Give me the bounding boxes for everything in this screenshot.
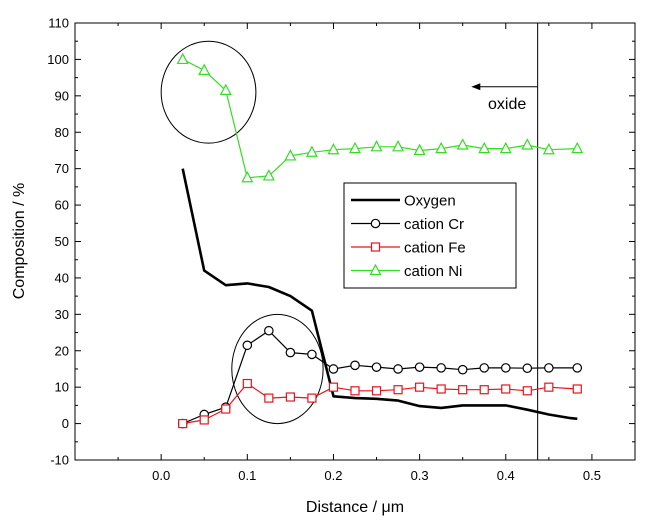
- x-axis-title: Distance / μm: [306, 499, 404, 516]
- data-point-cation-fe: [221, 404, 231, 414]
- legend: Oxygen cation Cr cation Fe cation Ni: [343, 182, 517, 289]
- data-point-cation-ni: [435, 141, 448, 154]
- x-tick-label: 0.5: [583, 468, 601, 483]
- y-axis-title: Composition / %: [11, 183, 28, 300]
- data-point-cation-ni: [478, 141, 491, 154]
- y-tick-label: 60: [55, 198, 69, 213]
- legend-swatch-marker: [370, 242, 381, 252]
- data-point-cation-cr: [242, 340, 253, 351]
- data-point-cation-fe: [393, 385, 403, 395]
- data-point-cation-ni: [571, 141, 584, 154]
- oxide-label: oxide: [488, 96, 526, 113]
- legend-label: cation Fe: [404, 240, 466, 257]
- series-line-oxygen: [181, 168, 578, 421]
- data-point-cation-cr: [544, 363, 554, 373]
- data-point-cation-cr: [500, 363, 511, 373]
- data-point-cation-cr: [436, 363, 446, 373]
- data-point-cation-ni: [542, 142, 555, 155]
- legend-label: cation Ni: [404, 263, 462, 280]
- data-point-cation-fe: [458, 385, 468, 395]
- data-point-cation-fe: [436, 384, 446, 394]
- highlight-circle: [231, 313, 324, 425]
- y-tick-label: 100: [47, 52, 69, 67]
- data-point-cation-cr: [393, 364, 403, 374]
- data-point-cation-fe: [479, 385, 489, 395]
- y-tick-label: 10: [55, 380, 69, 395]
- data-point-cation-ni: [176, 52, 189, 65]
- data-point-cation-fe: [415, 382, 425, 392]
- y-tick-label: 90: [55, 88, 69, 103]
- data-point-cation-ni: [521, 138, 534, 150]
- data-point-cation-ni: [370, 140, 383, 152]
- data-point-cation-ni: [499, 141, 512, 154]
- axis-ticks: -10 0 10 20 30 40 50 60 70 80 90 100 110 0.0 0.1 0.2 0.3…: [47, 16, 636, 483]
- data-point-cation-fe: [350, 386, 360, 396]
- series-markers: [176, 52, 584, 429]
- data-point-cation-fe: [199, 415, 209, 425]
- data-point-cation-cr: [350, 360, 360, 371]
- series-line-cation-ni: [182, 58, 578, 179]
- data-point-cation-fe: [501, 384, 511, 394]
- data-point-cation-fe: [178, 418, 188, 429]
- data-point-cation-fe: [328, 382, 339, 392]
- data-point-cation-ni: [456, 138, 469, 150]
- y-tick-label: 50: [55, 234, 69, 249]
- data-point-cation-ni: [262, 169, 275, 181]
- data-point-cation-fe: [264, 393, 274, 403]
- data-point-cation-ni: [241, 170, 254, 183]
- data-point-cation-cr: [264, 325, 274, 336]
- data-point-cation-fe: [544, 382, 554, 392]
- data-point-cation-fe: [371, 386, 382, 396]
- data-point-cation-fe: [307, 393, 317, 403]
- data-point-cation-fe: [572, 384, 582, 394]
- x-tick-label: 0.3: [411, 468, 429, 483]
- data-point-cation-cr: [572, 363, 583, 373]
- data-point-cation-cr: [414, 362, 425, 372]
- legend-label: cation Cr: [404, 216, 464, 233]
- y-tick-label: 70: [55, 161, 69, 176]
- series-line-cation-cr: [182, 330, 578, 425]
- x-tick-label: 0.2: [324, 468, 342, 483]
- data-point-cation-cr: [522, 363, 533, 374]
- data-point-cation-cr: [285, 347, 296, 358]
- data-point-cation-ni: [392, 140, 405, 152]
- legend-item-cation-ni: cation Ni: [351, 263, 462, 280]
- y-tick-label: 40: [55, 270, 69, 285]
- legend-swatch-marker: [370, 218, 381, 229]
- data-point-cation-cr: [328, 364, 339, 374]
- data-point-cation-cr: [307, 349, 317, 360]
- data-point-cation-ni: [284, 149, 297, 161]
- x-tick-label: 0.0: [152, 468, 170, 483]
- data-point-cation-ni: [327, 142, 340, 155]
- data-point-cation-ni: [349, 141, 361, 154]
- legend-item-cation-fe: cation Fe: [351, 240, 466, 257]
- x-tick-label: 0.4: [497, 468, 515, 483]
- y-tick-label: -10: [50, 453, 69, 468]
- data-point-cation-fe: [285, 392, 295, 402]
- y-tick-label: 30: [55, 307, 69, 322]
- data-point-cation-cr: [371, 362, 382, 372]
- data-point-cation-fe: [522, 386, 532, 396]
- y-tick-label: 20: [55, 343, 69, 358]
- y-tick-label: 0: [62, 416, 69, 431]
- data-point-cation-cr: [457, 364, 468, 375]
- legend-label: Oxygen: [404, 193, 456, 210]
- highlight-circle: [160, 40, 257, 144]
- data-point-cation-cr: [479, 363, 490, 373]
- data-point-cation-ni: [219, 83, 232, 95]
- data-point-cation-fe: [242, 378, 252, 389]
- y-tick-label: 110: [48, 16, 69, 31]
- legend-item-cation-cr: cation Cr: [351, 216, 464, 233]
- oxide-arrow-head: [471, 83, 481, 91]
- y-tick-label: 80: [55, 125, 69, 140]
- legend-swatch-marker: [369, 263, 382, 276]
- legend-item-oxygen: Oxygen: [351, 193, 456, 210]
- x-tick-label: 0.1: [238, 468, 256, 483]
- annotations: [160, 23, 539, 460]
- data-point-cation-ni: [305, 145, 318, 157]
- data-point-cation-ni: [198, 63, 211, 75]
- data-point-cation-ni: [413, 143, 426, 156]
